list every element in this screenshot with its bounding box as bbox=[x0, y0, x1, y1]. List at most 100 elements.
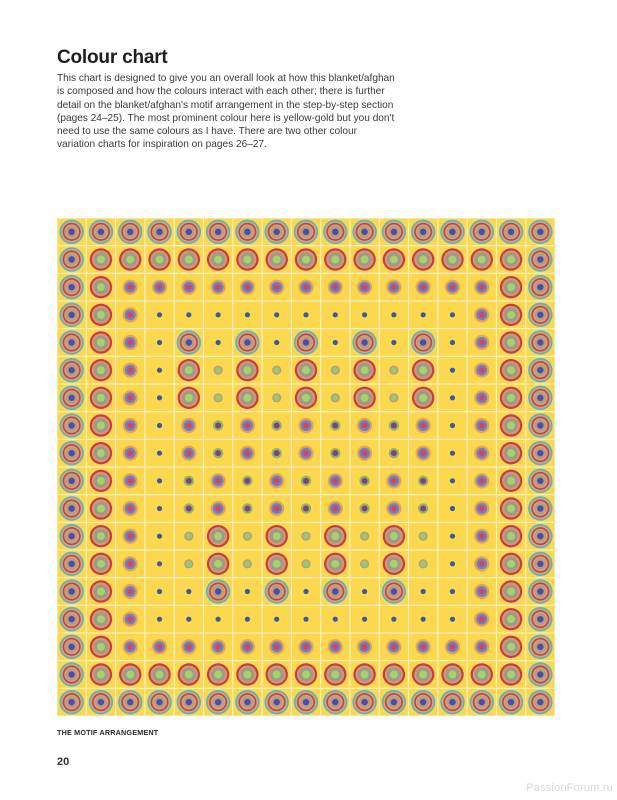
motif-G bbox=[174, 550, 203, 578]
motif-ring bbox=[507, 615, 516, 624]
motif-ring bbox=[68, 588, 75, 595]
motif-ring bbox=[155, 255, 164, 264]
motif-C bbox=[409, 273, 438, 301]
motif-ring bbox=[156, 588, 163, 595]
motif-C bbox=[379, 467, 408, 495]
motif-ring bbox=[420, 643, 427, 650]
motif-C bbox=[467, 439, 496, 467]
motif-ring bbox=[273, 588, 280, 595]
motif-A bbox=[321, 688, 350, 716]
motif-B bbox=[497, 246, 526, 273]
motif-ring bbox=[184, 255, 193, 264]
motif-B bbox=[174, 661, 203, 688]
motif-ring bbox=[361, 616, 368, 622]
motif-ring bbox=[449, 505, 456, 512]
motif-B bbox=[86, 495, 115, 522]
motif-ring bbox=[478, 422, 485, 429]
motif-ring bbox=[449, 228, 456, 236]
motif-D bbox=[145, 605, 174, 633]
motif-A bbox=[291, 688, 321, 716]
motif-D bbox=[291, 605, 321, 633]
motif-ring bbox=[68, 449, 75, 457]
motif-ring bbox=[332, 228, 339, 236]
motif-D bbox=[438, 578, 467, 605]
motif-ring bbox=[332, 616, 338, 622]
motif-I bbox=[233, 467, 262, 495]
motif-B bbox=[497, 439, 526, 467]
motif-G bbox=[233, 522, 262, 550]
motif-B bbox=[174, 356, 203, 384]
motif-ring bbox=[331, 670, 340, 679]
motif-C bbox=[116, 356, 145, 384]
motif-ring bbox=[537, 615, 544, 623]
motif-ring bbox=[537, 449, 544, 457]
motif-D bbox=[438, 550, 467, 578]
motif-ring bbox=[215, 643, 222, 650]
motif-G bbox=[409, 550, 438, 578]
motif-A bbox=[497, 218, 526, 246]
motif-ring bbox=[156, 450, 163, 456]
motif-ring bbox=[507, 504, 516, 513]
motif-ring bbox=[332, 422, 339, 429]
motif-ring bbox=[478, 588, 485, 595]
motif-ring bbox=[303, 284, 309, 291]
motif-C bbox=[204, 633, 233, 661]
motif-ring bbox=[215, 312, 221, 318]
motif-B bbox=[379, 522, 408, 550]
motif-ring bbox=[156, 643, 163, 650]
motif-D bbox=[233, 301, 262, 329]
motif-C bbox=[262, 633, 291, 661]
motif-A bbox=[57, 661, 86, 688]
motif-A bbox=[526, 356, 555, 384]
motif-ring bbox=[156, 505, 163, 512]
motif-ring bbox=[361, 560, 368, 567]
watermark: PassionForum.ru bbox=[526, 782, 613, 794]
motif-C bbox=[262, 273, 291, 301]
motif-ring bbox=[303, 643, 309, 650]
motif-ring bbox=[186, 312, 192, 318]
motif-C bbox=[350, 273, 379, 301]
motif-ring bbox=[449, 339, 456, 346]
motif-ring bbox=[302, 366, 310, 375]
motif-D bbox=[145, 301, 174, 329]
motif-D bbox=[438, 329, 467, 356]
motif-B bbox=[86, 301, 115, 329]
motif-B bbox=[174, 384, 203, 412]
motif-ring bbox=[302, 228, 310, 236]
motif-A bbox=[145, 688, 174, 716]
motif-C bbox=[174, 412, 203, 439]
motif-C bbox=[145, 273, 174, 301]
motif-ring bbox=[156, 698, 163, 706]
motif-ring bbox=[390, 505, 397, 512]
motif-B bbox=[204, 522, 233, 550]
motif-C bbox=[467, 384, 496, 412]
motif-C bbox=[467, 301, 496, 329]
colour-chart-grid bbox=[57, 218, 555, 716]
motif-C bbox=[467, 356, 496, 384]
motif-C bbox=[350, 439, 379, 467]
motif-ring bbox=[127, 422, 134, 429]
motif-ring bbox=[537, 671, 544, 678]
motif-ring bbox=[185, 284, 192, 291]
motif-B bbox=[262, 522, 291, 550]
motif-ring bbox=[244, 477, 251, 484]
motif-G bbox=[409, 522, 438, 550]
motif-A bbox=[116, 688, 145, 716]
motif-ring bbox=[96, 504, 105, 513]
motif-B bbox=[233, 661, 262, 688]
motif-ring bbox=[215, 284, 222, 291]
motif-G bbox=[321, 384, 350, 412]
motif-A bbox=[526, 273, 555, 301]
motif-B bbox=[86, 605, 115, 633]
motif-C bbox=[233, 439, 262, 467]
motif-D bbox=[321, 329, 350, 356]
motif-ring bbox=[244, 422, 251, 429]
motif-ring bbox=[185, 698, 193, 706]
motif-A bbox=[233, 329, 262, 356]
motif-ring bbox=[303, 616, 309, 622]
motif-C bbox=[204, 467, 233, 495]
motif-A bbox=[57, 688, 86, 716]
motif-C bbox=[321, 633, 350, 661]
motif-ring bbox=[449, 367, 456, 373]
motif-ring bbox=[302, 670, 310, 679]
